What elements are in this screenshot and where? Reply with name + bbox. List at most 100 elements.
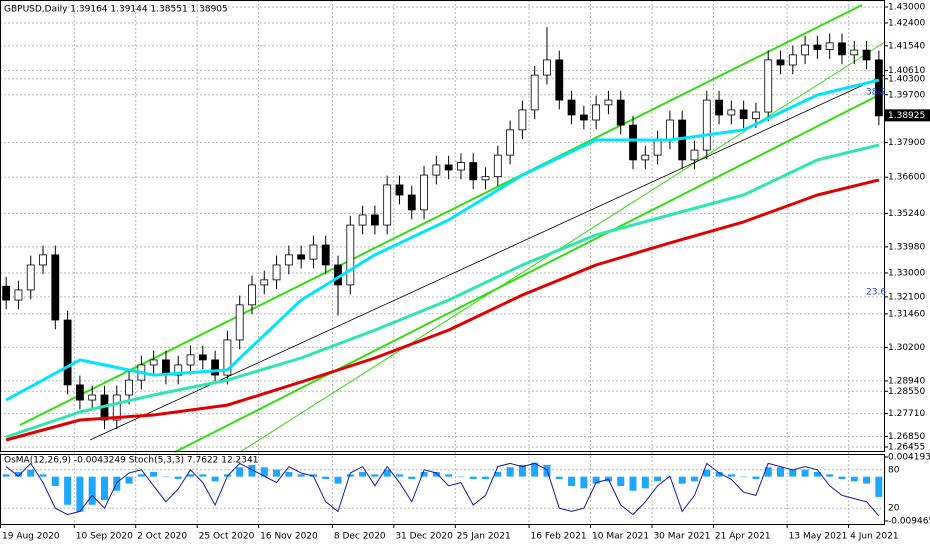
candle-body xyxy=(272,264,281,281)
candle-body xyxy=(75,384,84,401)
candle-body xyxy=(444,164,453,171)
osma-bar xyxy=(150,471,158,477)
candle-body xyxy=(198,354,207,361)
x-tick-label: 25 Oct 2020 xyxy=(199,532,255,542)
fib-label: 38.2 xyxy=(866,88,886,98)
osma-bar xyxy=(457,476,465,478)
candle-body xyxy=(457,162,465,171)
y-tick-label: 0.004193 xyxy=(888,453,930,463)
candle-body xyxy=(543,59,551,76)
osma-bar xyxy=(137,474,145,477)
osma-bar xyxy=(88,476,96,505)
candle-body xyxy=(702,99,711,151)
osma-bar xyxy=(813,471,821,477)
osma-bar xyxy=(506,467,514,477)
osma-bar xyxy=(715,471,723,477)
candle-body xyxy=(321,244,330,266)
osma-bar xyxy=(322,476,330,479)
candle-body xyxy=(174,364,183,376)
x-tick-label: 31 Dec 2020 xyxy=(395,532,453,542)
candle-body xyxy=(432,164,441,176)
osma-bar xyxy=(359,471,367,477)
osma-bar xyxy=(2,474,10,477)
x-tick-label: 21 Apr 2021 xyxy=(715,532,771,542)
candle-body xyxy=(407,194,416,211)
osma-bar xyxy=(273,469,281,477)
candle-body xyxy=(481,176,490,181)
osma-bar xyxy=(752,476,760,479)
osma-bar xyxy=(678,476,686,484)
y-tick-label: 1.39700 xyxy=(888,90,925,100)
osma-bar xyxy=(125,476,133,484)
y-tick-label: 1.30200 xyxy=(888,343,925,353)
y-tick-label: 1.28550 xyxy=(888,387,925,397)
y-tick-label: 1.41540 xyxy=(888,41,925,51)
y-tick-label: -0.009465 xyxy=(888,517,930,527)
candle-body xyxy=(665,119,674,141)
osma-bar xyxy=(309,474,317,477)
candle-body xyxy=(186,354,195,366)
osc-frame xyxy=(0,454,885,525)
moving-average xyxy=(5,78,880,402)
y-tick-label: 1.37900 xyxy=(888,138,925,148)
osma-bar xyxy=(383,469,391,477)
candle-body xyxy=(39,254,47,266)
y-tick-label: 1.36600 xyxy=(888,173,925,183)
moving-average xyxy=(5,178,880,442)
osma-bar xyxy=(408,476,416,479)
osma-bar xyxy=(764,467,772,477)
x-tick-label: 2 Oct 2020 xyxy=(137,532,187,542)
osma-bar xyxy=(334,476,342,484)
candle-body xyxy=(752,111,760,120)
osma-bar xyxy=(64,476,72,505)
candle-body xyxy=(493,154,502,178)
osma-bar xyxy=(39,474,47,477)
channel-upper xyxy=(19,4,863,426)
moving-average xyxy=(5,143,880,439)
osma-bar xyxy=(395,474,403,477)
candle-body xyxy=(420,174,428,211)
x-tick-label: 8 Dec 2020 xyxy=(334,532,386,542)
candle-body xyxy=(51,254,60,321)
osma-bar xyxy=(850,476,858,482)
osma-bar xyxy=(838,476,846,479)
candle-body xyxy=(297,254,306,260)
osma-bar xyxy=(51,476,59,487)
osma-bar xyxy=(555,476,563,479)
candle-body xyxy=(518,109,527,131)
channel-mid xyxy=(239,41,886,453)
candle-body xyxy=(764,59,773,113)
y-tick-label: 1.28940 xyxy=(888,376,925,386)
candle-body xyxy=(862,49,871,61)
main-frame xyxy=(0,0,885,452)
candle-body xyxy=(850,49,859,56)
y-tick-label: 1.27710 xyxy=(888,409,925,419)
osma-bar xyxy=(100,476,108,501)
osma-bar xyxy=(568,476,576,487)
candle-body xyxy=(715,99,723,116)
candle-body xyxy=(592,104,601,121)
osma-bar xyxy=(580,476,588,489)
osma-bar xyxy=(641,476,649,489)
candle-body xyxy=(26,264,35,291)
osma-bar xyxy=(14,471,22,477)
y-tick-label: 1.40610 xyxy=(888,66,925,76)
candle-body xyxy=(776,59,785,66)
osma-bar xyxy=(617,476,625,487)
candle-body xyxy=(530,74,539,111)
osma-bar xyxy=(297,474,305,477)
stoch-line xyxy=(5,462,880,517)
candle-body xyxy=(149,359,158,366)
trendline xyxy=(89,74,886,441)
osma-bar xyxy=(531,462,539,477)
osma-bar xyxy=(703,469,711,477)
osma-bar xyxy=(223,474,231,477)
candle-body xyxy=(629,124,637,161)
osma-bar xyxy=(518,464,526,477)
candle-body xyxy=(88,394,97,401)
candle-body xyxy=(235,304,244,341)
osma-bar xyxy=(432,471,440,477)
osma-bar xyxy=(482,476,490,479)
osma-bar xyxy=(76,476,84,512)
